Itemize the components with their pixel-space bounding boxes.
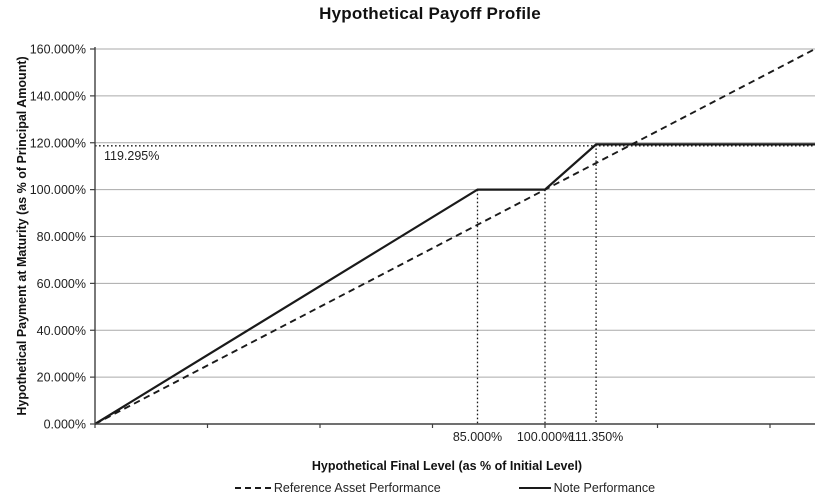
- axes: [90, 47, 815, 428]
- solid-line-sample-icon: [518, 487, 551, 489]
- svg-text:100.000%: 100.000%: [30, 183, 86, 197]
- svg-text:111.350%: 111.350%: [569, 430, 623, 444]
- series-note-performance: [94, 143, 815, 425]
- chart-title: Hypothetical Payoff Profile: [319, 4, 541, 23]
- x-value-labels: 85.000% 100.000%111.350%: [453, 430, 623, 444]
- svg-text:40.000%: 40.000%: [37, 324, 86, 338]
- legend-label-note-performance: Note Performance: [553, 481, 656, 495]
- svg-text:100.000%: 100.000%: [517, 430, 573, 444]
- legend-item-reference-asset: Reference Asset Performance: [234, 481, 441, 495]
- svg-text:120.000%: 120.000%: [30, 136, 86, 150]
- svg-text:160.000%: 160.000%: [30, 43, 86, 57]
- svg-text:60.000%: 60.000%: [37, 277, 86, 291]
- svg-text:80.000%: 80.000%: [37, 230, 86, 244]
- svg-text:85.000%: 85.000%: [453, 430, 502, 444]
- svg-text:0.000%: 0.000%: [44, 418, 86, 432]
- x-axis-title: Hypothetical Final Level (as % of Initia…: [311, 459, 583, 473]
- y-tick-labels: 0.000% 20.000% 40.000% 60.000% 80.000% 100.00…: [30, 43, 86, 432]
- series-reference-asset: [94, 48, 816, 425]
- legend: Reference Asset Performance Note Perform…: [70, 481, 820, 495]
- legend-item-note-performance: Note Performance: [518, 481, 656, 495]
- legend-label-reference-asset: Reference Asset Performance: [273, 481, 441, 495]
- svg-text:20.000%: 20.000%: [37, 371, 86, 385]
- dotted-guide-lines: [95, 144, 815, 424]
- gridlines: [95, 48, 815, 378]
- dashed-line-sample-icon: [234, 487, 271, 489]
- digital-return-annotation: 119.295%: [104, 149, 160, 163]
- svg-text:140.000%: 140.000%: [30, 89, 86, 103]
